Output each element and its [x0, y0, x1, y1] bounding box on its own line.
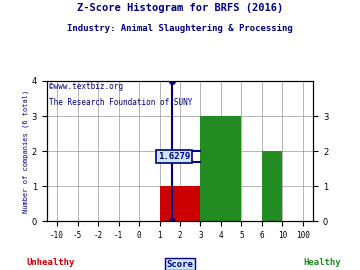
Y-axis label: Number of companies (6 total): Number of companies (6 total)	[22, 90, 29, 213]
Text: ©www.textbiz.org: ©www.textbiz.org	[49, 82, 123, 92]
Bar	[262, 151, 283, 221]
Text: Unhealthy: Unhealthy	[26, 258, 75, 267]
Text: Industry: Animal Slaughtering & Processing: Industry: Animal Slaughtering & Processi…	[67, 24, 293, 33]
Text: 1.6279: 1.6279	[158, 152, 190, 161]
Text: Score: Score	[167, 260, 193, 269]
Text: The Research Foundation of SUNY: The Research Foundation of SUNY	[49, 98, 193, 107]
Text: Z-Score Histogram for BRFS (2016): Z-Score Histogram for BRFS (2016)	[77, 3, 283, 13]
Text: Healthy: Healthy	[303, 258, 341, 267]
Bar	[201, 116, 242, 221]
Bar	[159, 186, 201, 221]
